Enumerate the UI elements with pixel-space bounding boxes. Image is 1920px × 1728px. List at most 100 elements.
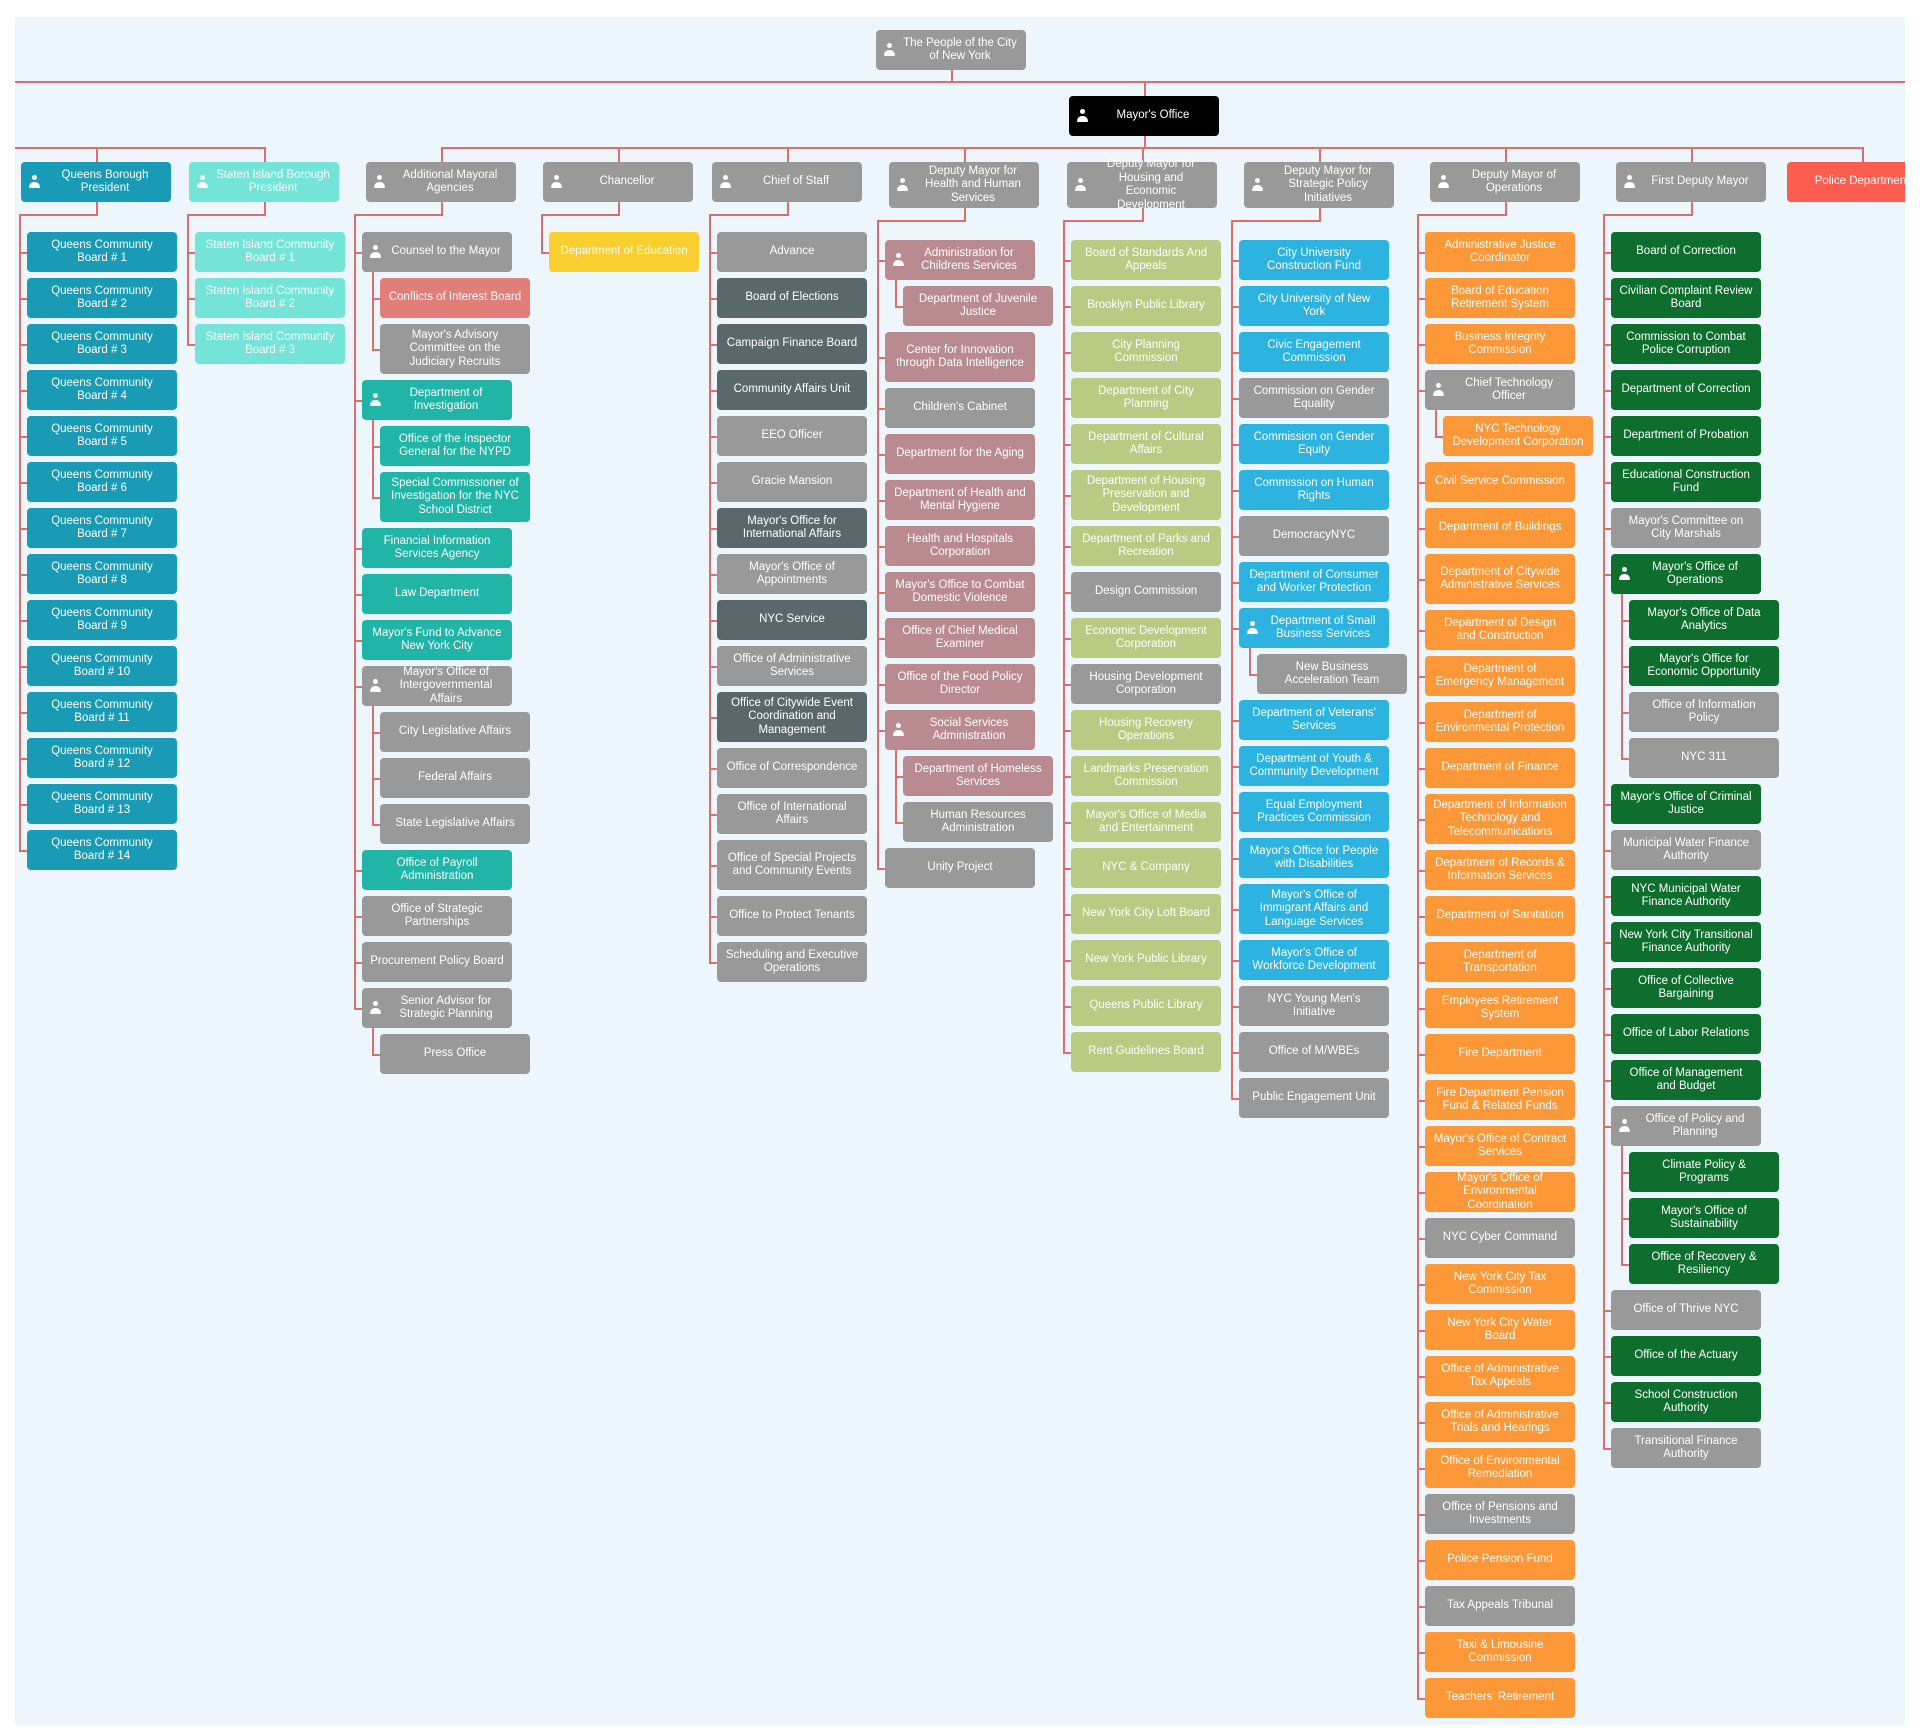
org-node-commission-on-gender-equality[interactable]: Commission on Gender Equality — [1239, 378, 1389, 418]
org-node-queens-community-board-9[interactable]: Queens Community Board # 9 — [27, 600, 177, 640]
org-node-office-of-environmental-remediation[interactable]: Office of Environmental Remediation — [1425, 1448, 1575, 1488]
org-node-climate-policy-and-programs[interactable]: Climate Policy & Programs — [1629, 1152, 1779, 1192]
org-node-mayor-s-office-of-intergovernmental-affairs[interactable]: Mayor's Office of Intergovernmental Affa… — [362, 666, 512, 706]
org-node-landmarks-preservation-commission[interactable]: Landmarks Preservation Commission — [1071, 756, 1221, 796]
org-node-office-of-information-policy[interactable]: Office of Information Policy — [1629, 692, 1779, 732]
org-node-nyc-311[interactable]: NYC 311 — [1629, 738, 1779, 778]
org-node-mayor-s-office-of-sustainability[interactable]: Mayor's Office of Sustainability — [1629, 1198, 1779, 1238]
org-node-housing-development-corporation[interactable]: Housing Development Corporation — [1071, 664, 1221, 704]
org-node-civil-service-commission[interactable]: Civil Service Commission — [1425, 462, 1575, 502]
org-node-mayor-s-committee-on-city-marshals[interactable]: Mayor's Committee on City Marshals — [1611, 508, 1761, 548]
org-node-department-of-education[interactable]: Department of Education — [549, 232, 699, 272]
org-node-office-of-labor-relations[interactable]: Office of Labor Relations — [1611, 1014, 1761, 1054]
org-node-mayor-s-office-of-criminal-justice[interactable]: Mayor's Office of Criminal Justice — [1611, 784, 1761, 824]
org-node-board-of-elections[interactable]: Board of Elections — [717, 278, 867, 318]
org-node-office-of-collective-bargaining[interactable]: Office of Collective Bargaining — [1611, 968, 1761, 1008]
org-node-children-s-cabinet[interactable]: Children's Cabinet — [885, 388, 1035, 428]
org-node-mayor-s-office-of-data-analytics[interactable]: Mayor's Office of Data Analytics — [1629, 600, 1779, 640]
org-node-office-of-payroll-administration[interactable]: Office of Payroll Administration — [362, 850, 512, 890]
org-node-civic-engagement-commission[interactable]: Civic Engagement Commission — [1239, 332, 1389, 372]
org-node-department-of-buildings[interactable]: Department of Buildings — [1425, 508, 1575, 548]
org-node-queens-community-board-8[interactable]: Queens Community Board # 8 — [27, 554, 177, 594]
org-node-health-and-hospitals-corporation[interactable]: Health and Hospitals Corporation — [885, 526, 1035, 566]
org-node-department-of-records-and-information-services[interactable]: Department of Records & Information Serv… — [1425, 850, 1575, 890]
org-node-advance[interactable]: Advance — [717, 232, 867, 272]
org-node-mayor-s-office-of-workforce-development[interactable]: Mayor's Office of Workforce Development — [1239, 940, 1389, 980]
org-node-new-york-city-water-board[interactable]: New York City Water Board — [1425, 1310, 1575, 1350]
org-node-department-of-juvenile-justice[interactable]: Department of Juvenile Justice — [903, 286, 1053, 326]
org-node-special-commissioner-of-investigation-for-the-nyc-school-district[interactable]: Special Commissioner of Investigation fo… — [380, 472, 530, 522]
org-node-office-of-citywide-event-coordination-and-management[interactable]: Office of Citywide Event Coordination an… — [717, 692, 867, 742]
org-node-department-of-correction[interactable]: Department of Correction — [1611, 370, 1761, 410]
org-node-office-of-recovery-and-resiliency[interactable]: Office of Recovery & Resiliency — [1629, 1244, 1779, 1284]
org-node-counsel-to-the-mayor[interactable]: Counsel to the Mayor — [362, 232, 512, 272]
org-node-office-of-management-and-budget[interactable]: Office of Management and Budget — [1611, 1060, 1761, 1100]
org-node-queens-community-board-10[interactable]: Queens Community Board # 10 — [27, 646, 177, 686]
org-node-mayor-s-office-of-immigrant-affairs-and-language-services[interactable]: Mayor's Office of Immigrant Affairs and … — [1239, 884, 1389, 934]
org-node-fire-department[interactable]: Fire Department — [1425, 1034, 1575, 1074]
org-node-office-of-pensions-and-investments[interactable]: Office of Pensions and Investments — [1425, 1494, 1575, 1534]
org-node-city-planning-commission[interactable]: City Planning Commission — [1071, 332, 1221, 372]
org-node-office-of-the-actuary[interactable]: Office of the Actuary — [1611, 1336, 1761, 1376]
org-node-new-york-city-loft-board[interactable]: New York City Loft Board — [1071, 894, 1221, 934]
org-node-mayor-s-advisory-committee-on-the-judiciary-recruits[interactable]: Mayor's Advisory Committee on the Judici… — [380, 324, 530, 374]
org-node-department-of-information-technology-and-telecommunications[interactable]: Department of Information Technology and… — [1425, 794, 1575, 844]
org-node-brooklyn-public-library[interactable]: Brooklyn Public Library — [1071, 286, 1221, 326]
org-node-department-of-investigation[interactable]: Department of Investigation — [362, 380, 512, 420]
org-node-office-of-administrative-services[interactable]: Office of Administrative Services — [717, 646, 867, 686]
org-node-commission-on-gender-equity[interactable]: Commission on Gender Equity — [1239, 424, 1389, 464]
org-node-department-of-small-business-services[interactable]: Department of Small Business Services — [1239, 608, 1389, 648]
org-node-educational-construction-fund[interactable]: Educational Construction Fund — [1611, 462, 1761, 502]
org-node-queens-community-board-12[interactable]: Queens Community Board # 12 — [27, 738, 177, 778]
org-node-staten-island-community-board-2[interactable]: Staten Island Community Board # 2 — [195, 278, 345, 318]
org-node-nyc-municipal-water-finance-authority[interactable]: NYC Municipal Water Finance Authority — [1611, 876, 1761, 916]
org-node-police-pension-fund[interactable]: Police Pension Fund — [1425, 1540, 1575, 1580]
org-node-board-of-standards-and-appeals[interactable]: Board of Standards And Appeals — [1071, 240, 1221, 280]
org-node-fire-department-pension-fund-and-related-funds[interactable]: Fire Department Pension Fund & Related F… — [1425, 1080, 1575, 1120]
branch-node-deputy-mayor-for-strategic-policy-initiatives[interactable]: Deputy Mayor for Strategic Policy Initia… — [1244, 162, 1394, 208]
org-node-office-of-international-affairs[interactable]: Office of International Affairs — [717, 794, 867, 834]
org-node-financial-information-services-agency[interactable]: Financial Information Services Agency — [362, 528, 512, 568]
org-node-employees-retirement-system[interactable]: Employees Retirement System — [1425, 988, 1575, 1028]
org-node-chief-technology-officer[interactable]: Chief Technology Officer — [1425, 370, 1575, 410]
org-node-department-of-youth-and-community-development[interactable]: Department of Youth & Community Developm… — [1239, 746, 1389, 786]
org-node-social-services-administration[interactable]: Social Services Administration — [885, 710, 1035, 750]
org-node-commission-on-human-rights[interactable]: Commission on Human Rights — [1239, 470, 1389, 510]
org-node-queens-public-library[interactable]: Queens Public Library — [1071, 986, 1221, 1026]
org-node-mayor-s-office-of-contract-services[interactable]: Mayor's Office of Contract Services — [1425, 1126, 1575, 1166]
org-node-eeo-officer[interactable]: EEO Officer — [717, 416, 867, 456]
branch-node-queens-borough-president[interactable]: Queens Borough President — [21, 162, 171, 202]
org-node-tax-appeals-tribunal[interactable]: Tax Appeals Tribunal — [1425, 1586, 1575, 1626]
org-node-economic-development-corporation[interactable]: Economic Development Corporation — [1071, 618, 1221, 658]
org-node-city-university-construction-fund[interactable]: City University Construction Fund — [1239, 240, 1389, 280]
org-node-department-of-environmental-protection[interactable]: Department of Environmental Protection — [1425, 702, 1575, 742]
org-node-department-of-cultural-affairs[interactable]: Department of Cultural Affairs — [1071, 424, 1221, 464]
org-node-office-of-thrive-nyc[interactable]: Office of Thrive NYC — [1611, 1290, 1761, 1330]
org-node-department-of-probation[interactable]: Department of Probation — [1611, 416, 1761, 456]
org-node-queens-community-board-4[interactable]: Queens Community Board # 4 — [27, 370, 177, 410]
org-node-city-university-of-new-york[interactable]: City University of New York — [1239, 286, 1389, 326]
org-node-new-york-city-tax-commission[interactable]: New York City Tax Commission — [1425, 1264, 1575, 1304]
org-node-department-of-emergency-management[interactable]: Department of Emergency Management — [1425, 656, 1575, 696]
org-node-queens-community-board-11[interactable]: Queens Community Board # 11 — [27, 692, 177, 732]
org-node-queens-community-board-2[interactable]: Queens Community Board # 2 — [27, 278, 177, 318]
org-node-office-of-correspondence[interactable]: Office of Correspondence — [717, 748, 867, 788]
org-node-queens-community-board-7[interactable]: Queens Community Board # 7 — [27, 508, 177, 548]
org-node-department-of-veterans-services[interactable]: Department of Veterans' Services — [1239, 700, 1389, 740]
org-node-department-of-homeless-services[interactable]: Department of Homeless Services — [903, 756, 1053, 796]
org-node-nyc-technology-development-corporation[interactable]: NYC Technology Development Corporation — [1443, 416, 1593, 456]
branch-node-chief-of-staff[interactable]: Chief of Staff — [712, 162, 862, 202]
org-node-department-of-parks-and-recreation[interactable]: Department of Parks and Recreation — [1071, 526, 1221, 566]
org-node-community-affairs-unit[interactable]: Community Affairs Unit — [717, 370, 867, 410]
org-node-queens-community-board-1[interactable]: Queens Community Board # 1 — [27, 232, 177, 272]
org-node-mayor-s-office-to-combat-domestic-violence[interactable]: Mayor's Office to Combat Domestic Violen… — [885, 572, 1035, 612]
org-node-nyc-service[interactable]: NYC Service — [717, 600, 867, 640]
org-node-city-legislative-affairs[interactable]: City Legislative Affairs — [380, 712, 530, 752]
org-node-department-of-consumer-and-worker-protection[interactable]: Department of Consumer and Worker Protec… — [1239, 562, 1389, 602]
root-node-the-people-of-the-city-of-new-york[interactable]: The People of the City of New York — [876, 30, 1026, 70]
org-node-queens-community-board-5[interactable]: Queens Community Board # 5 — [27, 416, 177, 456]
branch-node-deputy-mayor-for-health-and-human-services[interactable]: Deputy Mayor for Health and Human Servic… — [889, 162, 1039, 208]
org-node-new-york-public-library[interactable]: New York Public Library — [1071, 940, 1221, 980]
org-node-office-of-the-inspector-general-for-the-nypd[interactable]: Office of the Inspector General for the … — [380, 426, 530, 466]
org-node-nyc-and-company[interactable]: NYC & Company — [1071, 848, 1221, 888]
